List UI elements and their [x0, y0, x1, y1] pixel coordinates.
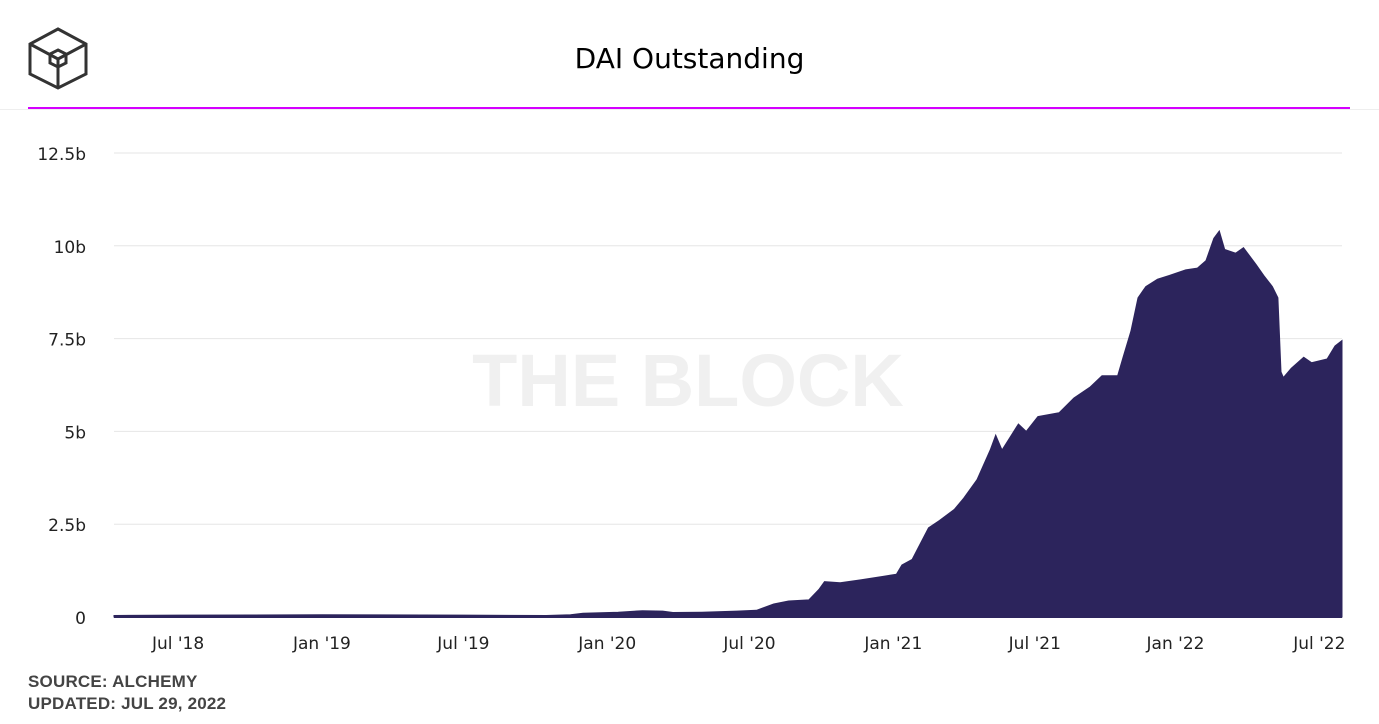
source-note: SOURCE: ALCHEMY — [28, 672, 198, 691]
y-tick-label: 2.5b — [48, 516, 86, 536]
watermark: THE BLOCK — [472, 339, 904, 422]
updated-note: UPDATED: JUL 29, 2022 — [28, 694, 227, 713]
series-layer — [113, 229, 1343, 618]
x-tick-label: Jul '20 — [722, 634, 775, 654]
title-accent-rule — [28, 107, 1350, 109]
y-tick-label: 12.5b — [37, 145, 86, 165]
x-tick-label: Jan '22 — [1146, 634, 1205, 654]
y-tick-label: 0 — [75, 609, 86, 629]
x-tick-label: Jan '21 — [863, 634, 922, 654]
x-tick-label: Jan '19 — [292, 634, 351, 654]
x-tick-label: Jul '21 — [1008, 634, 1061, 654]
x-axis-ticks: Jul '18 Jan '19 Jul '19 Jan '20 Jul '20 Jan '… — [151, 634, 1345, 654]
y-axis-ticks: 0 2.5b 5b 7.5b 10b 12.5b — [37, 145, 86, 629]
the-block-cube-icon — [28, 27, 88, 90]
y-tick-label: 7.5b — [48, 331, 86, 351]
series-area — [113, 229, 1343, 618]
y-tick-label: 10b — [54, 238, 86, 258]
y-tick-label: 5b — [64, 423, 86, 443]
x-tick-label: Jul '19 — [436, 634, 489, 654]
chart-title: DAI Outstanding — [574, 42, 805, 75]
x-tick-label: Jul '22 — [1292, 634, 1345, 654]
x-tick-label: Jul '18 — [151, 634, 204, 654]
header-divider — [0, 109, 1379, 110]
x-tick-label: Jan '20 — [577, 634, 636, 654]
